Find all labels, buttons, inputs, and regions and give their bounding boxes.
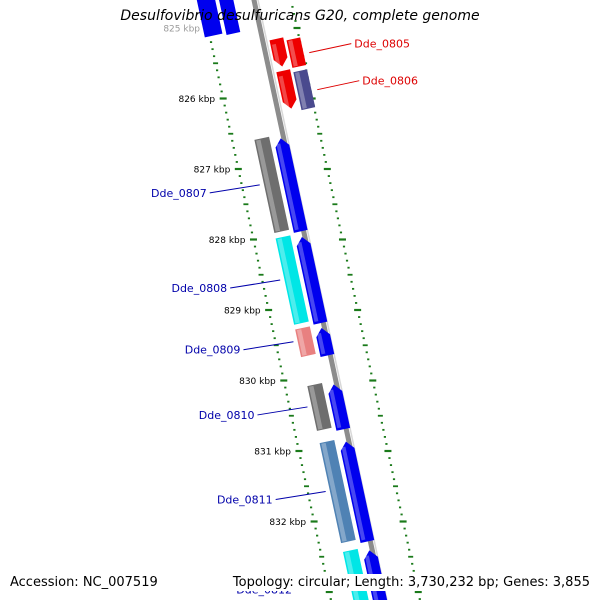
gene-dde-0810-leader <box>257 406 308 416</box>
position-scale: 825 kbp 826 kbp 827 kbp 828 kbp 829 kbp 830 k… <box>163 25 306 529</box>
gene-dde-0811-cog-shade <box>321 442 347 542</box>
gene-dde-0808-cog <box>275 235 309 325</box>
gene-dde-0808-leader <box>230 279 281 289</box>
gene-dde-0807-cds <box>275 138 308 233</box>
gene-dde-0808-cog-body <box>275 235 309 325</box>
gene-labels: Dde_0805 Dde_0806 Dde_0807 Dde_0808 Dde_0809… <box>151 38 418 597</box>
gene-dde-0809-cds-body <box>316 327 335 357</box>
gene-dde-0810-cds <box>328 384 351 431</box>
gene-dde-0807-cog-body <box>254 136 290 233</box>
tick-label-830: 830 kbp <box>239 377 276 387</box>
gene-dde-0805-cog-body <box>286 37 307 68</box>
gene-dde-0811-cds-body <box>340 441 375 543</box>
gene-dde-0807-cds-shade <box>276 143 299 231</box>
gene-dde-0811-cog <box>319 439 356 544</box>
gene-dde-0806-cog <box>293 69 316 111</box>
gene-dde-0806-label: Dde_0806 <box>362 75 418 88</box>
gene-dde-0807-cog <box>254 136 290 233</box>
inner-tick-track <box>202 5 333 600</box>
gene-dde-0808-cds-shade <box>297 241 319 322</box>
gene-dde-0810-label: Dde_0810 <box>199 409 255 422</box>
accession-text: Accession: NC_007519 <box>8 574 160 591</box>
gene-dde-0809-cds-shade <box>317 332 326 355</box>
gene-dde-0809-leader <box>243 341 294 351</box>
gene-dde-0809-cog-shade <box>296 329 307 356</box>
gene-dde-0806-cog-body <box>293 69 316 111</box>
gene-dde-0811-cds <box>340 441 375 543</box>
gene-dde-0805-cds <box>269 37 288 67</box>
gene-dde-0806-cds-body <box>276 69 297 109</box>
partial-gene-upper-right <box>217 0 241 36</box>
gene-dde-0805-cds-shade <box>271 43 281 66</box>
gene-dde-0805-cog <box>286 37 307 68</box>
gene-dde-0809-cds <box>316 327 335 357</box>
gene-dde-0810-cds-body <box>328 384 351 431</box>
gene-dde-0808-cds <box>296 236 328 325</box>
gene-dde-0811-cog-body <box>319 439 356 544</box>
gene-dde-0809-cog-body <box>295 326 316 358</box>
tick-label-829: 829 kbp <box>224 307 261 317</box>
gene-dde-0807-cog-shade <box>256 139 281 232</box>
gene-dde-0805-cog-shade <box>288 40 298 67</box>
gene-dde-0810-cog-shade <box>308 385 323 430</box>
tick-label-831: 831 kbp <box>254 448 291 458</box>
genome-summary: Topology: circular; Length: 3,730,232 bp… <box>230 574 592 591</box>
gene-dde-0808-cds-body <box>296 236 328 325</box>
gene-dde-0806-cog-shade <box>295 71 307 109</box>
tick-label-826: 826 kbp <box>178 95 215 105</box>
gene-dde-0810-cog <box>307 382 332 431</box>
gene-dde-0809-cog <box>295 326 316 358</box>
partial-gene-upper-left <box>195 0 223 38</box>
gene-dde-0811-leader <box>275 491 326 501</box>
gene-dde-0811-cds-shade <box>341 446 366 541</box>
tick-label-827: 827 kbp <box>194 166 231 176</box>
gene-dde-0809-label: Dde_0809 <box>185 344 241 357</box>
gene-dde-0806-leader <box>317 80 360 91</box>
tick-label-828: 828 kbp <box>209 236 246 246</box>
gene-dde-0805-leader <box>309 43 352 54</box>
tick-label-825: 825 kbp <box>163 25 200 35</box>
gene-dde-0810-cog-body <box>307 382 332 431</box>
gene-dde-0806-cds <box>276 69 297 109</box>
gene-dde-0810-cds-shade <box>329 389 342 429</box>
gene-dde-0807-label: Dde_0807 <box>151 187 207 200</box>
gene-dde-0806-cds-shade <box>278 75 290 108</box>
gene-dde-0811-label: Dde_0811 <box>217 494 273 507</box>
gene-dde-0805-cds-body <box>269 37 288 67</box>
gene-dde-0805-label: Dde_0805 <box>354 38 410 51</box>
gene-dde-0808-cog-shade <box>277 238 300 324</box>
gene-dde-0808-label: Dde_0808 <box>171 282 227 295</box>
map-title: Desulfovibrio desulfuricans G20, complet… <box>120 8 480 24</box>
gene-dde-0807-cds-body <box>275 138 308 233</box>
outer-tick-track <box>291 5 422 600</box>
tick-label-832: 832 kbp <box>269 518 306 528</box>
gene-dde-0807-leader <box>209 184 260 194</box>
gene-track <box>195 0 390 600</box>
